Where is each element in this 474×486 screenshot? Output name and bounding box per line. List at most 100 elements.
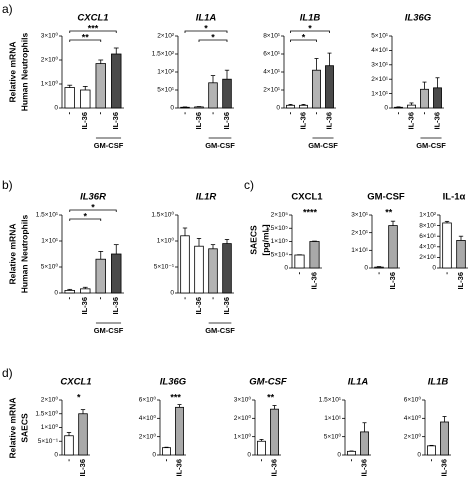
- bar: [175, 406, 184, 456]
- error-bar: [390, 220, 396, 226]
- bar: [95, 258, 106, 294]
- y-tick-label: 6×10¹: [263, 51, 281, 58]
- y-tick-label: 1×10⁰: [41, 423, 59, 431]
- x-tick-label: IL-36: [406, 112, 415, 130]
- bar: [208, 248, 218, 294]
- bar: [325, 65, 334, 109]
- chart-title: IL1R: [196, 192, 217, 203]
- y-tick-label: 1.5×10⁰: [151, 211, 174, 219]
- chart-title: IL-1α: [443, 192, 466, 203]
- x-tick-label: -: [161, 459, 170, 462]
- bar: [442, 222, 452, 269]
- significance-bracket: [69, 30, 117, 33]
- y-axis-label: Human Neutrophils: [19, 33, 29, 112]
- error-bar: [182, 227, 188, 236]
- y-tick-label: 5×10⁰: [324, 432, 342, 440]
- y-tick-label: 1.5×10¹: [319, 397, 342, 404]
- error-bar: [196, 237, 202, 247]
- chart-title: IL1B: [428, 377, 449, 388]
- y-tick-label: 1×10⁵: [271, 238, 289, 245]
- x-tick-label: -: [442, 272, 451, 275]
- y-tick-label: 3×10¹: [351, 212, 369, 219]
- x-tick-label: IL-36: [80, 112, 89, 130]
- significance-label: *: [83, 211, 87, 221]
- bar: [64, 435, 74, 456]
- x-tick-label: IL-36: [324, 112, 333, 130]
- chart-title: IL1A: [348, 377, 369, 388]
- y-tick-label: 0: [54, 105, 58, 112]
- y-tick-label: 5×10⁻¹: [154, 264, 175, 271]
- bar: [407, 104, 416, 109]
- bar: [80, 89, 91, 109]
- error-bar: [435, 77, 440, 88]
- x-tick-label: -: [346, 459, 355, 462]
- panel-label: b): [2, 178, 13, 192]
- y-tick-label: 0: [276, 105, 280, 112]
- y-tick-label: 2×10⁵: [271, 212, 289, 219]
- bar: [180, 106, 190, 109]
- significance-label: **: [267, 392, 275, 402]
- y-tick-label: 6×10¹: [419, 233, 437, 240]
- error-bar: [259, 439, 264, 442]
- error-bar: [409, 102, 414, 106]
- bar: [299, 104, 308, 109]
- y-tick-label: 3×10⁰: [41, 32, 59, 40]
- x-tick-label: -: [419, 112, 428, 115]
- y-tick-label: 4×10⁰: [139, 414, 157, 422]
- x-tick-label: -: [426, 459, 435, 462]
- significance-label: *: [302, 32, 306, 42]
- x-tick-label: IL-36: [174, 459, 183, 477]
- bar: [394, 106, 403, 109]
- bar: [257, 440, 266, 456]
- x-tick-label: -: [311, 112, 320, 115]
- y-axis-label: [pg/mL]: [260, 224, 270, 255]
- y-tick-label: 0: [54, 452, 58, 459]
- bar: [456, 240, 466, 269]
- bar: [64, 289, 75, 294]
- error-bar: [442, 416, 447, 422]
- error-bar: [82, 286, 88, 289]
- y-tick-label: 0: [170, 105, 174, 112]
- group-label: GM-CSF: [205, 141, 235, 150]
- panel-label: d): [2, 366, 13, 380]
- x-tick-label: IL-36: [222, 297, 231, 315]
- chart-title: IL36R: [80, 192, 106, 203]
- y-tick-label: 4×10¹: [263, 69, 281, 76]
- y-tick-label: 0: [417, 452, 421, 459]
- significance-label: **: [385, 207, 393, 217]
- y-tick-label: 2×10⁰: [41, 56, 59, 64]
- y-tick-label: 2×10⁰: [139, 432, 157, 440]
- x-tick-label: IL-36: [388, 272, 397, 290]
- significance-bracket: [69, 209, 117, 212]
- error-bar: [314, 58, 319, 71]
- x-tick-label: IL-36: [456, 272, 465, 290]
- error-bar: [458, 235, 464, 241]
- x-tick-label: -: [208, 112, 217, 115]
- y-tick-label: 1.5×10²: [152, 51, 175, 58]
- x-tick-label: -: [65, 112, 74, 115]
- chart-title: CXCL1: [291, 192, 323, 203]
- x-tick-label: IL-36: [298, 112, 307, 130]
- x-tick-label: IL-36: [111, 112, 120, 130]
- y-tick-label: 5×10⁴: [271, 251, 289, 258]
- significance-bracket: [69, 39, 102, 42]
- x-tick-label: -: [180, 297, 189, 300]
- y-tick-label: 0: [152, 452, 156, 459]
- y-tick-label: 8×10¹: [419, 222, 437, 229]
- y-tick-label: 2×10⁰: [404, 432, 422, 440]
- error-bar: [80, 409, 86, 414]
- error-bar: [98, 59, 104, 64]
- x-tick-label: -: [208, 297, 217, 300]
- chart-title: IL1A: [196, 13, 217, 24]
- x-tick-label: -: [256, 459, 265, 462]
- x-tick-label: -: [64, 459, 73, 462]
- y-tick-label: 0: [384, 105, 388, 112]
- error-bar: [224, 69, 230, 80]
- x-tick-label: -: [294, 272, 303, 275]
- significance-bracket: [290, 39, 317, 42]
- y-axis-label: SAECS: [248, 225, 258, 255]
- x-tick-label: -: [393, 112, 402, 115]
- group-label: GM-CSF: [94, 326, 124, 335]
- error-bar: [301, 104, 306, 106]
- significance-label: **: [82, 32, 90, 42]
